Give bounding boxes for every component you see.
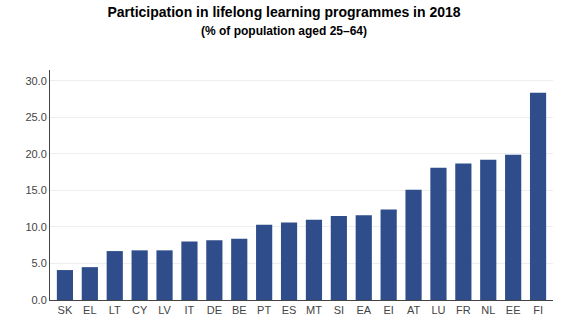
svg-text:MT: MT [306,304,322,316]
svg-text:FI: FI [533,304,543,316]
svg-text:10.0: 10.0 [25,221,46,233]
svg-text:NL: NL [481,304,495,316]
svg-text:EL: EL [83,304,96,316]
svg-text:LT: LT [109,304,121,316]
svg-text:SK: SK [58,304,73,316]
svg-text:LU: LU [431,304,445,316]
svg-text:CY: CY [132,304,148,316]
svg-text:AT: AT [407,304,421,316]
svg-text:BE: BE [232,304,247,316]
svg-text:15.0: 15.0 [25,184,46,196]
svg-text:0.0: 0.0 [32,294,47,306]
svg-text:5.0: 5.0 [32,257,47,269]
svg-text:PT: PT [257,304,271,316]
svg-text:EA: EA [356,304,371,316]
svg-text:EI: EI [383,304,393,316]
svg-text:ES: ES [282,304,297,316]
svg-text:LV: LV [158,304,171,316]
svg-text:20.0: 20.0 [25,148,46,160]
svg-text:25.0: 25.0 [25,111,46,123]
svg-text:SI: SI [334,304,344,316]
svg-text:Participation in lifelong lear: Participation in lifelong learning progr… [107,4,460,38]
svg-text:30.0: 30.0 [25,75,46,87]
svg-text:IT: IT [185,304,195,316]
svg-text:DE: DE [207,304,222,316]
svg-text:EE: EE [506,304,521,316]
svg-text:FR: FR [456,304,471,316]
